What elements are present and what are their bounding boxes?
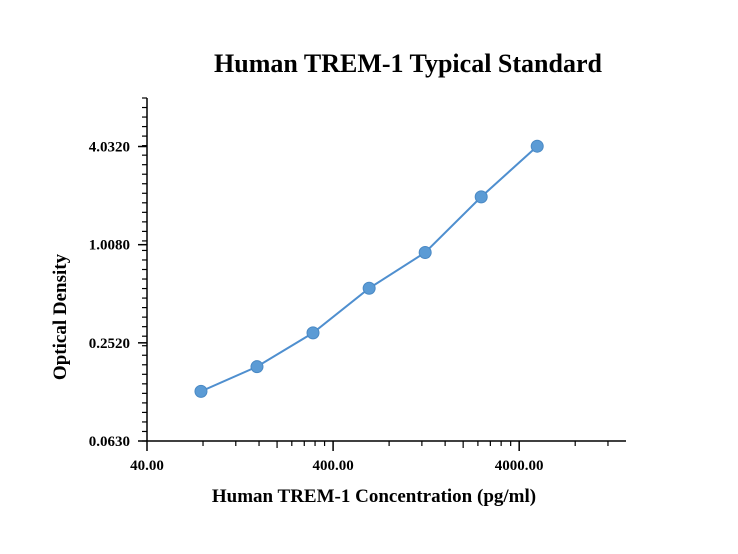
x-tick-label: 400.00	[312, 458, 353, 474]
data-point	[474, 190, 488, 204]
data-point	[250, 360, 264, 374]
y-tick-label: 0.0630	[89, 434, 130, 450]
chart-title: Human TREM-1 Typical Standard	[214, 49, 602, 78]
y-tick-label: 1.0080	[89, 238, 130, 254]
y-tick-label: 0.2520	[89, 336, 130, 352]
data-point	[530, 139, 544, 153]
x-axis-ticks: 40.00 400.00 4000.00	[130, 441, 609, 474]
data-point	[306, 326, 320, 340]
data-point	[362, 281, 376, 295]
y-axis-ticks: 0.0630 0.2520 1.0080 4.0320	[89, 97, 147, 450]
y-tick-label: 4.0320	[89, 140, 130, 156]
plot-series	[194, 139, 544, 398]
x-tick-label: 40.00	[130, 458, 164, 474]
y-axis-label: Optical Density	[50, 253, 71, 380]
x-tick-label: 4000.00	[495, 458, 544, 474]
data-point	[194, 384, 208, 398]
series-line	[200, 145, 538, 393]
data-point	[418, 245, 432, 259]
x-axis-label: Human TREM-1 Concentration (pg/ml)	[212, 486, 536, 507]
